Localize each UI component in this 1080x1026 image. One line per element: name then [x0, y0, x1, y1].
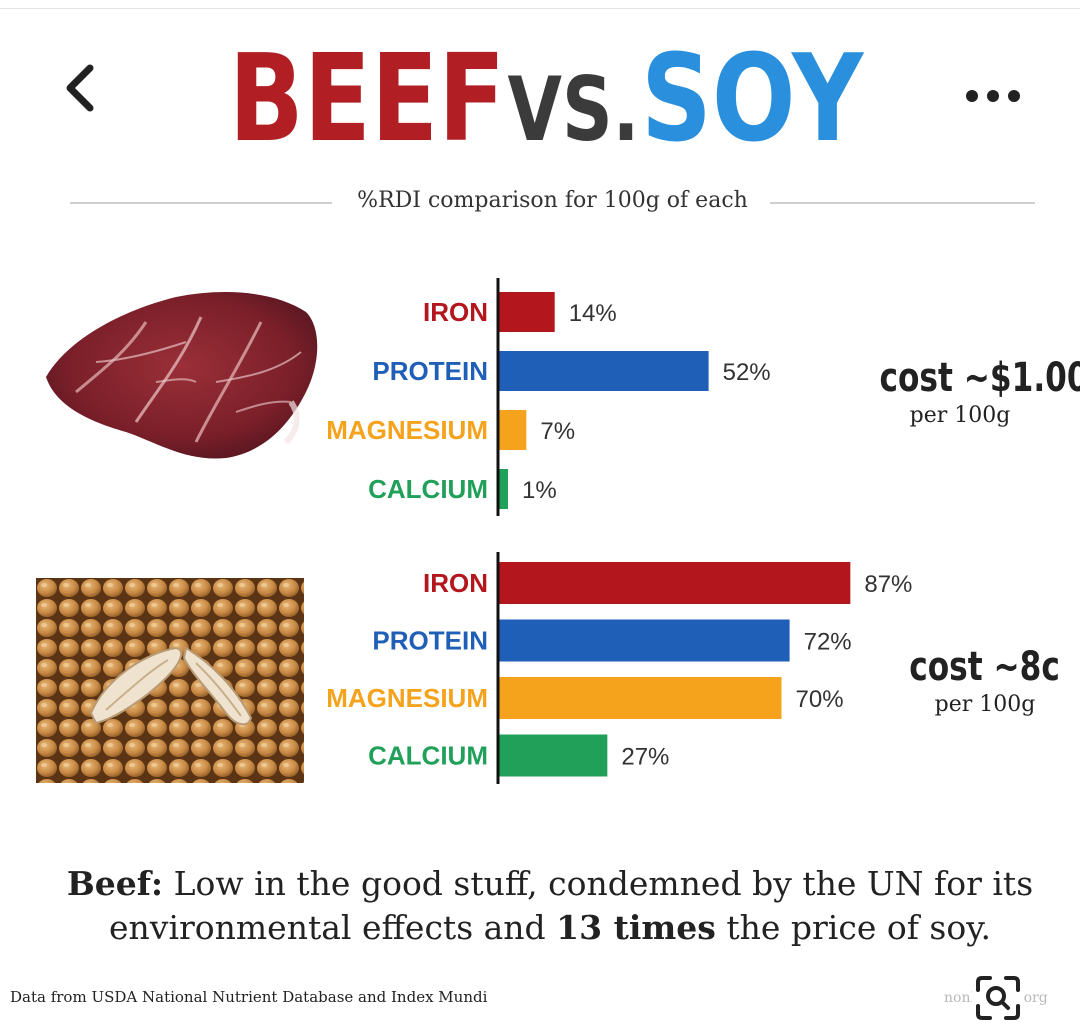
beef-bar-calcium [498, 469, 508, 509]
subtitle: %RDI comparison for 100g of each [357, 188, 748, 213]
soy-bar-calcium [498, 734, 608, 777]
beef-value-calcium: 1% [522, 477, 557, 504]
soy-label-calcium: CALCIUM [368, 741, 488, 771]
conclusion-part1: Low in the good stuff, condemned by the … [109, 864, 1034, 947]
data-source: Data from USDA National Nutrient Databas… [10, 988, 488, 1006]
chevron-left-icon [66, 64, 94, 112]
beef-label-magnesium: MAGNESIUM [326, 415, 488, 445]
title-vs: VS. [507, 58, 640, 161]
soy-cost-value: cost ~8c [909, 644, 1061, 690]
back-button[interactable] [56, 58, 106, 118]
soy-bar-magnesium [498, 677, 782, 719]
beef-value-magnesium: 7% [540, 418, 575, 445]
beef-cost-unit: per 100g [909, 403, 1011, 428]
soy-rdi-chart: IRON 87% PROTEIN 72% MAGNESIUM 70% CALCIUM 27% [326, 552, 912, 784]
soy-bar-iron [498, 562, 851, 604]
beef-bar-protein [498, 351, 709, 391]
soy-label-iron: IRON [423, 568, 488, 598]
beef-label-protein: PROTEIN [372, 356, 488, 386]
more-horizontal-icon [966, 90, 1020, 102]
soy-cost-unit: per 100g [934, 692, 1036, 717]
title-beef: BEEF [228, 30, 506, 169]
soy-value-iron: 87% [864, 571, 912, 598]
soy-value-calcium: 27% [621, 744, 669, 771]
soy-bar-protein [498, 619, 790, 662]
soy-value-magnesium: 70% [796, 686, 844, 713]
beef-label-iron: IRON [423, 297, 488, 327]
more-options-button[interactable] [958, 78, 1028, 114]
soy-value-protein: 72% [804, 629, 852, 656]
beef-cost: cost ~$1.00 per 100g [850, 355, 1080, 428]
soy-cost: cost ~8c per 100g [880, 644, 1080, 717]
soybeans-image [36, 578, 304, 783]
raw-beef-steak-image [46, 292, 318, 459]
conclusion-text: Beef: Low in the good stuff, condemned b… [40, 862, 1060, 950]
visual-search-icon [976, 976, 1020, 1020]
beef-rdi-chart: IRON 14% PROTEIN 52% MAGNESIUM 7% CALCIUM 1% [326, 278, 771, 516]
beef-value-iron: 14% [569, 300, 617, 327]
subtitle-rule-left [70, 202, 332, 204]
conclusion-part2: the price of soy. [715, 908, 991, 947]
page-title: BEEF VS. SOY [0, 40, 1080, 160]
beef-bar-iron [498, 292, 555, 332]
soy-label-magnesium: MAGNESIUM [326, 683, 488, 713]
conclusion-lead: Beef: [66, 864, 164, 903]
top-divider [0, 0, 1080, 9]
beef-bar-magnesium [498, 410, 527, 450]
soy-label-protein: PROTEIN [372, 626, 488, 656]
conclusion-emphasis: 13 times [556, 908, 716, 947]
beef-label-calcium: CALCIUM [368, 474, 488, 504]
visual-search-button[interactable] [972, 974, 1024, 1022]
subtitle-rule-right [770, 202, 1035, 204]
title-soy: SOY [641, 30, 864, 169]
beef-value-protein: 52% [723, 359, 771, 386]
beef-cost-value: cost ~$1.00 [879, 355, 1080, 401]
subtitle-row: %RDI comparison for 100g of each [70, 188, 1035, 218]
